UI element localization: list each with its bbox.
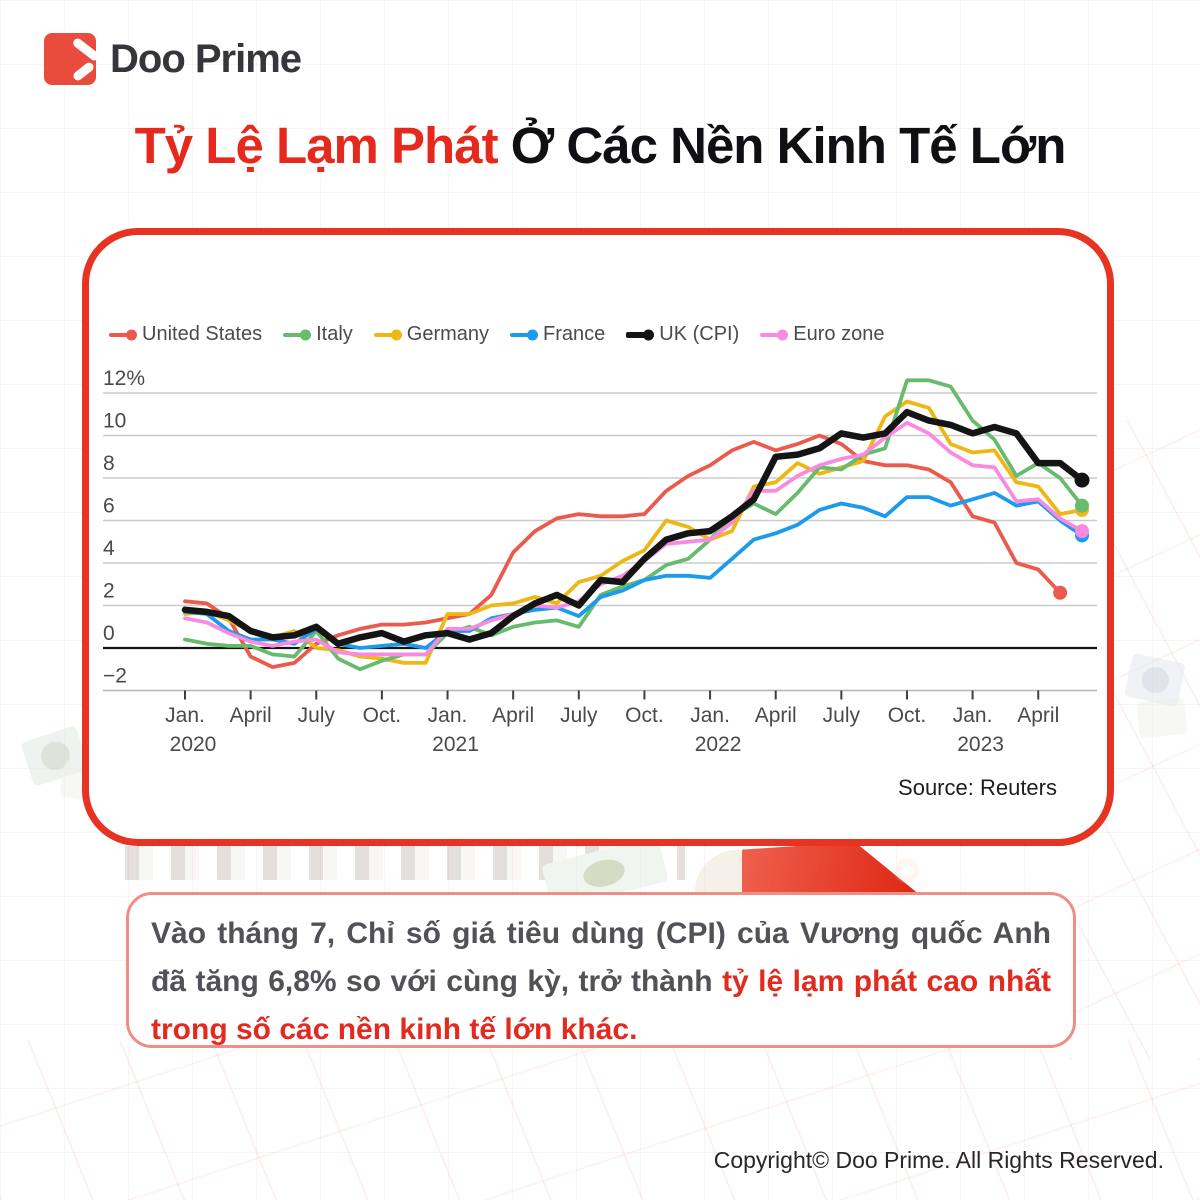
legend-item-uk-cpi: UK (CPI) [626,323,739,346]
series-line-uk-cpi [181,408,1086,648]
legend-marker-united-states [109,332,134,337]
x-axis-labels: Jan. 2020 April July Oct. Jan. 2021 April July Oc… [165,704,1059,756]
svg-text:2022: 2022 [695,733,742,756]
series-germany [183,399,1089,665]
series-endpoint-uk-cpi [1074,472,1090,488]
page-title: Tỷ Lệ Lạm Phát Ở Các Nền Kinh Tế Lớn [0,116,1200,175]
doo-prime-logo-text: Doo Prime [110,36,302,81]
legend-label: Euro zone [793,323,885,345]
callout-text: Vào tháng 7, Chỉ số giá tiêu dùng (CPI) … [151,910,1051,1054]
legend-item-united-states: United States [109,323,262,346]
svg-text:Jan.: Jan. [953,704,993,727]
page-title-red-part: Tỷ Lệ Lạm Phát [134,117,499,174]
legend-label: United States [142,323,263,345]
legend-label: Germany [406,323,490,345]
svg-text:2020: 2020 [170,733,217,756]
svg-text:0: 0 [103,622,115,645]
series-uk-cpi [181,408,1090,648]
chart-legend: United States Italy Germany France UK (CPI) E… [109,323,884,346]
svg-text:10: 10 [103,410,126,433]
svg-text:July: July [298,704,336,727]
callout-box: Vào tháng 7, Chỉ số giá tiêu dùng (CPI) … [126,892,1076,1048]
page-title-black-part: Ở Các Nền Kinh Tế Lớn [497,117,1067,174]
svg-text:April: April [755,704,797,727]
x-axis [103,689,1097,700]
svg-text:Jan.: Jan. [690,704,730,727]
legend-marker-euro-zone [760,332,786,337]
legend-marker-france [510,332,536,337]
legend-marker-germany [373,332,399,337]
svg-text:Jan.: Jan. [165,704,205,727]
chart-source-label: Source: Reuters [898,775,1057,800]
svg-text:July: July [823,704,861,727]
callout-red-part: tỷ lệ lạm phát cao nhất trong số các nền… [151,965,1052,1046]
legend-item-france: France [510,323,605,346]
series-endpoint-united-states [1053,585,1068,600]
y-gridlines: 12% 10 8 6 4 2 0 −2 [103,370,1097,688]
svg-text:April: April [230,704,272,727]
svg-text:Oct.: Oct. [625,704,664,727]
legend-label: France [543,323,606,345]
svg-text:6: 6 [103,495,115,518]
sparkle-decoration [893,856,921,884]
background-diagonal-grid-bottom [0,1040,1200,1200]
legend-label: Italy [316,323,353,345]
svg-text:Jan.: Jan. [428,704,468,727]
copyright-text: Copyright© Doo Prime. All Rights Reserve… [713,1147,1164,1173]
series-endpoint-euro-zone [1075,524,1089,539]
series-line-germany [183,399,1084,665]
legend-marker-italy [283,332,309,337]
faded-banknote-decoration [1136,697,1188,739]
svg-text:2023: 2023 [957,733,1004,756]
inflation-line-chart: 12% 10 8 6 4 2 0 −2 Jan. 2020 April July Oct. Jan. 202… [103,370,1097,756]
svg-text:April: April [492,704,534,727]
legend-item-germany: Germany [373,323,490,346]
legend-item-italy: Italy [283,323,353,346]
svg-text:2021: 2021 [432,733,479,756]
series-line-euro-zone [183,420,1084,657]
svg-text:2: 2 [103,580,115,603]
series-euro-zone [183,420,1089,657]
svg-text:April: April [1017,704,1059,727]
doo-prime-logo: Doo Prime [44,33,302,85]
doo-prime-logo-icon [44,33,101,85]
callout-gray-part: Vào tháng 7, Chỉ số giá tiêu dùng (CPI) … [151,917,1051,998]
chart-card: United States Italy Germany France UK (CPI) E… [82,228,1114,846]
svg-text:July: July [560,704,598,727]
legend-marker-uk-cpi [626,331,652,338]
legend-label: UK (CPI) [659,323,740,345]
svg-text:8: 8 [103,452,115,475]
svg-text:12%: 12% [103,370,145,390]
legend-item-euro-zone: Euro zone [760,323,884,346]
series-endpoint-italy [1075,498,1089,513]
svg-text:Oct.: Oct. [888,704,927,727]
svg-text:Oct.: Oct. [363,704,402,727]
svg-text:4: 4 [103,537,115,560]
svg-text:−2: −2 [103,665,127,688]
